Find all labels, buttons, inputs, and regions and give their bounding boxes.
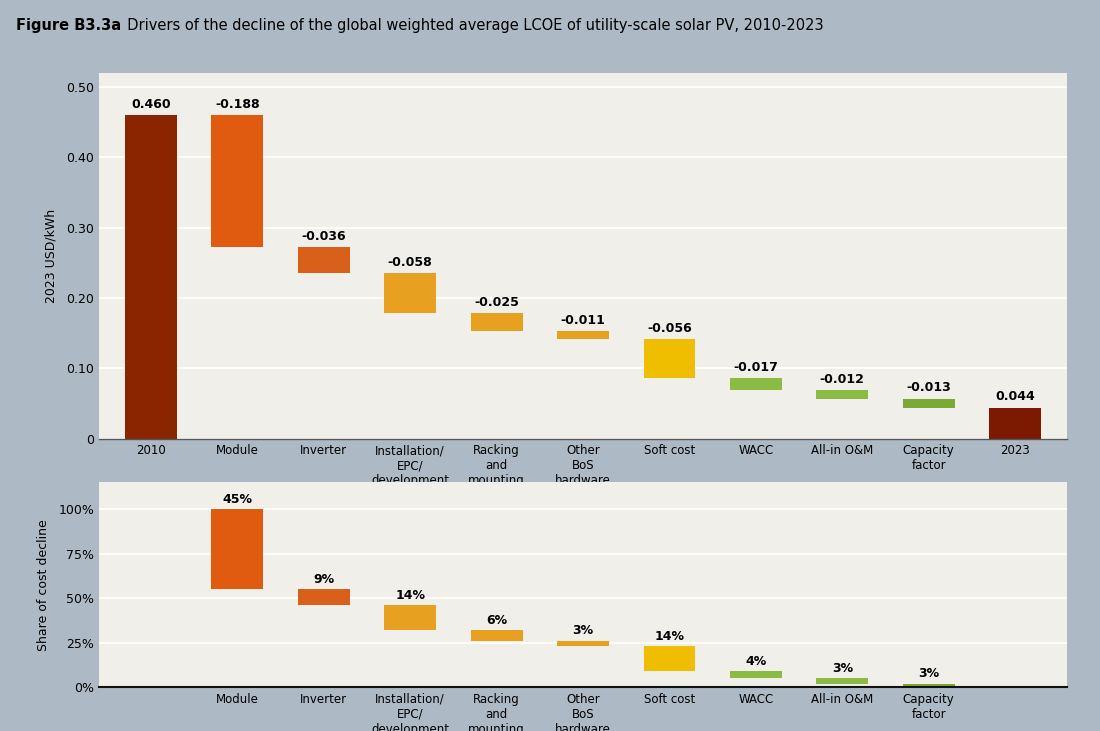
Text: 3%: 3% [918, 667, 939, 680]
Text: 14%: 14% [395, 588, 425, 602]
Text: 3%: 3% [832, 662, 852, 675]
Bar [816, 678, 868, 683]
Text: -0.011: -0.011 [561, 314, 605, 327]
Bar [644, 338, 695, 378]
Text: -0.056: -0.056 [647, 322, 692, 335]
Text: -0.017: -0.017 [734, 361, 779, 374]
Bar [298, 589, 350, 605]
Bar [298, 247, 350, 273]
Bar [557, 331, 609, 338]
Text: 0.044: 0.044 [996, 390, 1035, 404]
Text: -0.036: -0.036 [301, 230, 346, 243]
Bar [816, 390, 868, 398]
Text: 9%: 9% [314, 572, 334, 586]
Bar [211, 510, 263, 589]
Text: 4%: 4% [745, 654, 767, 667]
Y-axis label: Share of cost decline: Share of cost decline [37, 519, 50, 651]
Text: -0.058: -0.058 [388, 256, 432, 268]
Text: 45%: 45% [222, 493, 252, 506]
Bar [730, 671, 782, 678]
Text: -0.025: -0.025 [474, 296, 519, 309]
Text: 14%: 14% [654, 629, 684, 643]
Bar [644, 646, 695, 671]
Text: 6%: 6% [486, 613, 507, 626]
Text: Figure B3.3a: Figure B3.3a [16, 18, 122, 34]
Bar [471, 314, 522, 331]
Y-axis label: 2023 USD/kWh: 2023 USD/kWh [45, 209, 58, 303]
Text: 3%: 3% [572, 624, 594, 637]
Bar [903, 398, 955, 408]
Text: -0.013: -0.013 [906, 382, 952, 394]
Text: -0.188: -0.188 [214, 98, 260, 111]
Bar [384, 605, 436, 630]
Bar [125, 115, 177, 439]
Bar [557, 641, 609, 646]
Text: -0.012: -0.012 [820, 373, 865, 386]
Text: 0.460: 0.460 [131, 98, 170, 111]
Bar [730, 378, 782, 390]
Bar [471, 630, 522, 641]
Text: Drivers of the decline of the global weighted average LCOE of utility-scale sola: Drivers of the decline of the global wei… [118, 18, 823, 34]
Bar [384, 273, 436, 314]
Bar [211, 115, 263, 247]
Bar [989, 408, 1041, 439]
Bar [903, 683, 955, 689]
